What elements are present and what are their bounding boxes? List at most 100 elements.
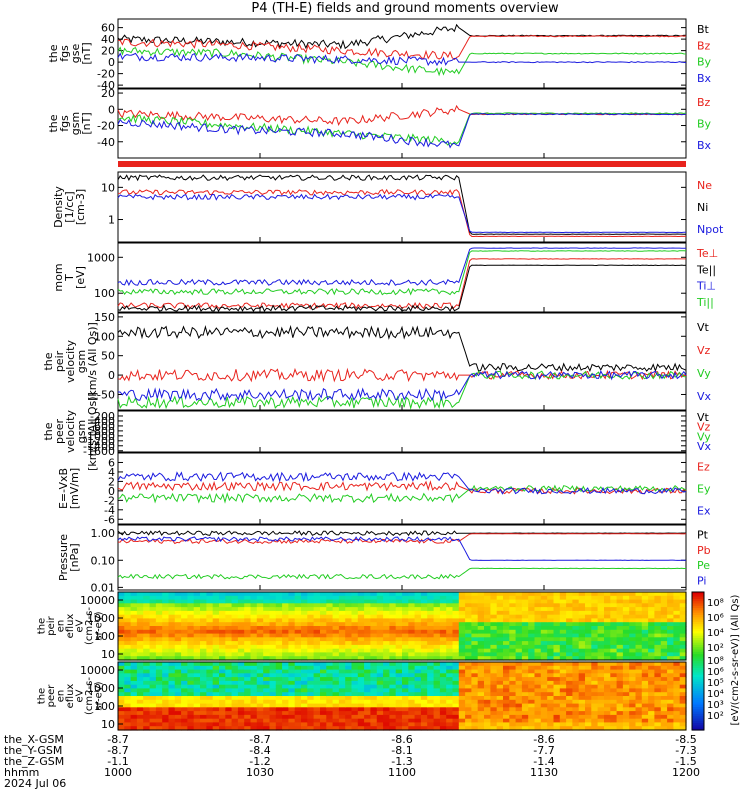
- spectrogram-cell: [237, 669, 245, 674]
- spectrogram-cell: [439, 673, 447, 678]
- spectrogram-cell: [610, 607, 618, 612]
- spectrogram-cell: [534, 644, 542, 650]
- spectrogram-cell: [635, 637, 643, 642]
- spectrogram-cell: [559, 696, 567, 701]
- spectrogram-cell: [155, 603, 163, 608]
- spectrogram-cell: [351, 726, 359, 731]
- spectrogram-cell: [402, 607, 409, 612]
- spectrogram-cell: [326, 603, 334, 608]
- spectrogram-cell: [559, 603, 567, 608]
- colorbar-cell: [692, 663, 704, 667]
- colorbar-cell: [692, 688, 704, 692]
- spectrogram-cell: [288, 718, 296, 724]
- spectrogram-cell: [275, 610, 283, 616]
- spectrogram-cell: [256, 622, 264, 627]
- spectrogram-cell: [193, 714, 201, 720]
- spectrogram-cell: [452, 603, 460, 608]
- spectrogram-cell: [496, 699, 504, 705]
- spectrogram-cell: [389, 652, 397, 657]
- spectrogram-cell: [263, 684, 271, 690]
- spectrogram-cell: [383, 648, 390, 654]
- spectrogram-cell: [578, 610, 586, 616]
- spectrogram-cell: [521, 688, 529, 693]
- spectrogram-cell: [326, 633, 334, 638]
- spectrogram-cell: [553, 626, 561, 631]
- colorbar-cell: [692, 713, 704, 717]
- spectrogram-cell: [648, 648, 655, 654]
- spectrogram-cell: [282, 680, 289, 686]
- spectrogram-cell: [313, 629, 321, 635]
- spectrogram-cell: [219, 648, 226, 654]
- spectrogram-cell: [395, 610, 403, 616]
- spectrogram-cell: [540, 714, 548, 720]
- spectrogram-cell: [490, 656, 498, 661]
- spectrogram-cell: [679, 599, 687, 604]
- spectrogram-cell: [591, 607, 599, 612]
- spectrogram-cell: [181, 629, 188, 635]
- spectrogram-cell: [496, 722, 504, 727]
- spectrogram-cell: [490, 607, 498, 612]
- spectrogram-cell: [143, 637, 151, 642]
- spectrogram-cell: [326, 644, 334, 650]
- spectrogram-cell: [654, 718, 662, 724]
- spectrogram-cell: [471, 665, 479, 671]
- spectrogram-cell: [648, 603, 655, 608]
- spectrogram-cell: [130, 680, 138, 686]
- spectrogram-cell: [357, 684, 365, 690]
- spectrogram-cell: [477, 673, 485, 678]
- spectrogram-cell: [130, 673, 138, 678]
- spectrogram-cell: [288, 641, 296, 646]
- spectrogram-cell: [648, 673, 655, 678]
- spectrogram-cell: [566, 703, 573, 708]
- spectrogram-cell: [244, 707, 252, 712]
- spectrogram-cell: [307, 648, 315, 654]
- spectrogram-cell: [181, 722, 188, 727]
- spectrogram-cell: [376, 633, 384, 638]
- spectrogram-cell: [212, 696, 220, 701]
- spectrogram-cell: [458, 656, 466, 661]
- y-tick-label: 1.00: [91, 527, 116, 540]
- spectrogram-cell: [458, 684, 466, 690]
- spectrogram-cell: [654, 680, 662, 686]
- spectrogram-cell: [351, 618, 359, 623]
- spectrogram-cell: [124, 633, 132, 638]
- spectrogram-cell: [622, 673, 630, 678]
- spectrogram-cell: [458, 644, 466, 650]
- x-tick-label: -8.1: [391, 744, 412, 757]
- spectrogram-cell: [288, 618, 296, 623]
- spectrogram-cell: [118, 637, 125, 642]
- series-Bx: [117, 52, 687, 67]
- spectrogram-cell: [553, 592, 561, 597]
- spectrogram-cell: [553, 648, 561, 654]
- spectrogram-cell: [559, 618, 567, 623]
- spectrogram-cell: [654, 652, 662, 657]
- spectrogram-cell: [521, 665, 529, 671]
- spectrogram-cell: [389, 692, 397, 697]
- spectrogram-cell: [357, 637, 365, 642]
- spectrogram-cell: [237, 718, 245, 724]
- spectrogram-cell: [326, 714, 334, 720]
- spectrogram-cell: [244, 703, 252, 708]
- spectrogram-cell: [212, 711, 220, 716]
- spectrogram-cell: [370, 692, 378, 697]
- spectrogram-cell: [458, 629, 466, 635]
- spectrogram-cell: [332, 626, 340, 631]
- spectrogram-cell: [370, 707, 378, 712]
- spectrogram-cell: [673, 684, 681, 690]
- spectrogram-cell: [155, 607, 163, 612]
- spectrogram-cell: [275, 629, 283, 635]
- spectrogram-cell: [559, 680, 567, 686]
- spectrogram-cell: [383, 703, 390, 708]
- spectrogram-cell: [193, 673, 201, 678]
- legend-Vx: Vx: [697, 440, 712, 453]
- spectrogram-cell: [471, 648, 479, 654]
- spectrogram-cell: [237, 652, 245, 657]
- spectrogram-cell: [130, 614, 138, 620]
- spectrogram-cell: [313, 618, 321, 623]
- spectrogram-cell: [301, 656, 308, 661]
- y-tick-label: -40: [97, 136, 115, 149]
- spectrogram-cell: [414, 629, 422, 635]
- spectrogram-cell: [420, 680, 428, 686]
- spectrogram-cell: [357, 648, 365, 654]
